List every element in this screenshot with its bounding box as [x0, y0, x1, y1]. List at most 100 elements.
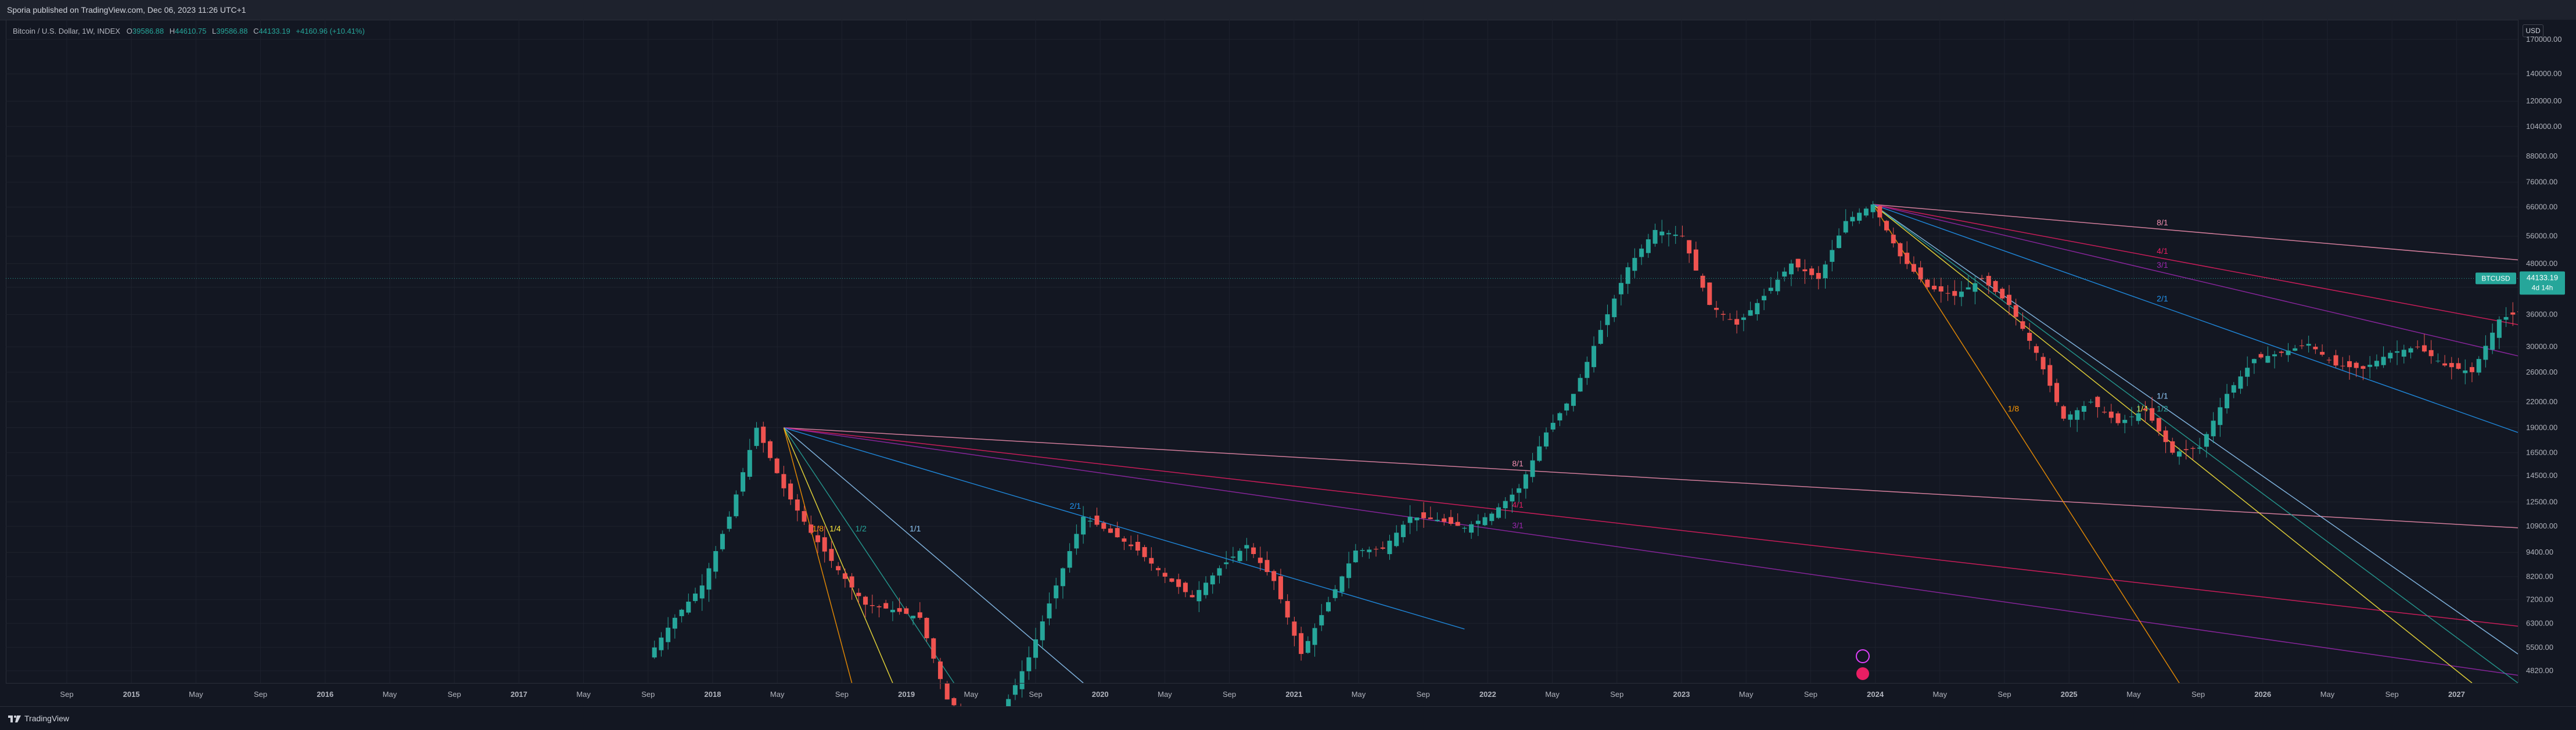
gann-fans: 8/1 4/1 3/1 2/1 1/1 1/2 1/4 1/8 8/1 4/1 3/1 2/1 1/1 1…: [783, 204, 2518, 684]
candle-body: [1503, 501, 1508, 509]
candle-body: [2347, 361, 2352, 368]
candle-body: [1203, 582, 1209, 595]
candle-body: [1993, 281, 1998, 292]
fan-label: 1/1: [2157, 391, 2168, 401]
candle-body: [1578, 377, 1583, 392]
candle-body: [1632, 258, 1637, 271]
fan-label: 2/1: [1070, 501, 1082, 510]
candle-body: [1040, 621, 1045, 641]
candle-body: [1142, 547, 1147, 558]
candle-body: [2421, 345, 2427, 352]
candle-body: [652, 647, 657, 658]
candle-body: [822, 537, 827, 552]
symbol-title: Bitcoin / U.S. Dollar, 1W, INDEX: [13, 27, 120, 35]
candle-body: [1585, 362, 1590, 378]
candle-body: [1237, 551, 1242, 562]
candle-body: [2068, 414, 2073, 420]
candle-body: [829, 549, 834, 561]
candle-body: [951, 698, 957, 706]
candle-body: [1870, 204, 1876, 213]
candle-body: [897, 608, 902, 612]
candle-body: [1094, 515, 1100, 525]
candle-body: [2463, 370, 2468, 373]
candle-body: [781, 474, 786, 488]
change-value: +4160.96 (+10.41%): [296, 27, 365, 35]
candle-body: [2449, 363, 2454, 368]
candle-body: [1707, 282, 1712, 305]
candle-body: [2225, 394, 2230, 409]
candle-body: [1224, 562, 1229, 564]
symbol-legend: Bitcoin / U.S. Dollar, 1W, INDEX O39586.…: [13, 27, 368, 35]
candle-body: [1149, 558, 1154, 564]
candlestick-series: [652, 201, 2556, 729]
candle-body: [1659, 231, 1665, 236]
brand-label: TradingView: [24, 714, 70, 723]
candle-body: [1135, 542, 1140, 551]
candle-body: [815, 535, 820, 542]
candle-body: [1060, 568, 1065, 587]
candle-body: [2245, 368, 2250, 377]
fan-line-4-1: [784, 427, 2518, 627]
candle-body: [1959, 292, 1964, 297]
fan-label: 3/1: [1512, 521, 1524, 530]
fan-line-1-4: [783, 427, 893, 684]
candle-body: [795, 499, 800, 511]
fan-line-1-8: [783, 427, 853, 684]
candle-body: [1693, 249, 1698, 271]
candle-body: [904, 608, 909, 614]
candle-body: [883, 603, 889, 609]
candle-body: [1190, 595, 1195, 598]
candle-body: [2170, 441, 2175, 453]
candle-body: [734, 494, 739, 516]
candle-body: [2061, 406, 2066, 419]
candle-body: [727, 516, 732, 529]
candle-body: [1101, 523, 1106, 529]
currency-button[interactable]: USD: [2523, 24, 2543, 37]
candle-body: [2306, 344, 2311, 346]
fan-label: 1/1: [910, 524, 921, 533]
candle-body: [1925, 279, 1930, 287]
chart-pane[interactable]: [6, 20, 2518, 684]
candle-body: [2442, 363, 2448, 366]
candle-body: [1673, 235, 1678, 236]
price-scale[interactable]: [2518, 20, 2576, 683]
candle-body: [1830, 250, 1835, 262]
candle-body: [2333, 355, 2338, 366]
candle-body: [1312, 628, 1317, 645]
candle-body: [686, 601, 691, 613]
candle-body: [1911, 264, 1916, 272]
candle-body: [1319, 615, 1324, 625]
candle-body: [2395, 351, 2400, 353]
candle-body: [1979, 278, 1985, 279]
candle-body: [1012, 685, 1018, 695]
candle-body: [2190, 448, 2196, 449]
tradingview-logo[interactable]: TradingView: [8, 714, 69, 723]
candle-body: [1122, 538, 1127, 542]
candle-body: [2143, 408, 2148, 410]
candle-body: [870, 605, 875, 606]
candle-body: [1115, 528, 1120, 538]
candle-body: [1612, 299, 1617, 318]
candle-body: [1591, 346, 1597, 368]
candle-body: [1067, 551, 1072, 568]
candle-body: [1176, 579, 1181, 587]
candle-body: [1795, 258, 1801, 268]
candle-body: [2197, 447, 2203, 449]
candle-body: [1469, 524, 1474, 533]
candle-body: [1816, 272, 1821, 279]
candle-body: [2510, 312, 2516, 315]
candle-body: [1952, 291, 1957, 296]
candle-body: [2251, 359, 2257, 364]
fan-line-8-1: [784, 427, 2518, 528]
candle-body: [2000, 289, 2005, 299]
candle-body: [1918, 267, 1923, 280]
candle-body: [2129, 416, 2134, 418]
candle-body: [1299, 633, 1304, 655]
fan-line-3-1: [784, 427, 2518, 676]
candle-body: [2027, 333, 2032, 341]
candle-body: [1081, 516, 1086, 535]
candle-body: [863, 596, 868, 605]
time-scale[interactable]: [6, 683, 2518, 707]
candle-body: [754, 427, 759, 446]
